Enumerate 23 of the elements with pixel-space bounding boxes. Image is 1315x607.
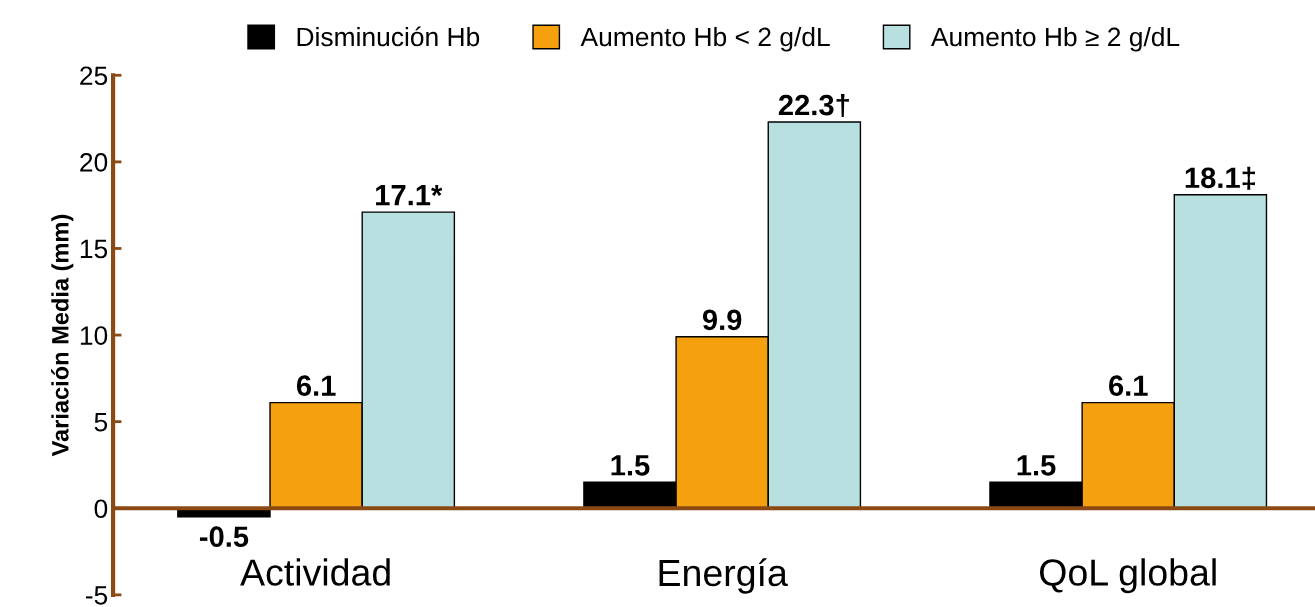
y-axis-title: Variación Media (mm) [51, 214, 74, 457]
data-label: 22.3† [778, 93, 849, 118]
x-tick-label: QoL global [1040, 558, 1216, 594]
y-tick-label: -5 [85, 586, 108, 605]
y-tick-label: 20 [80, 153, 108, 172]
data-label: 1.5 [1017, 455, 1056, 476]
data-label: 9.9 [702, 309, 742, 331]
data-label: 18.1‡ [1185, 166, 1255, 190]
legend-label: Aumento Hb < 2 g/dL [580, 26, 830, 52]
data-label: 6.1 [1109, 375, 1148, 396]
y-tick-label: 25 [80, 66, 108, 86]
data-label: -0.5 [199, 526, 249, 547]
x-tick-label: Actividad [240, 558, 390, 586]
y-tick-label: 10 [80, 326, 108, 345]
data-label: 17.1* [376, 185, 443, 206]
legend-label: Disminución Hb [297, 26, 480, 47]
data-label: 6.1 [296, 375, 336, 396]
legend-label: Aumento Hb ≥ 2 g/dL [930, 26, 1180, 52]
y-tick-label: 0 [94, 499, 108, 519]
y-tick-label: 5 [94, 413, 108, 432]
data-label: 1.5 [611, 455, 650, 476]
x-tick-label: Energía [659, 558, 788, 594]
y-tick-label: 15 [80, 239, 108, 259]
